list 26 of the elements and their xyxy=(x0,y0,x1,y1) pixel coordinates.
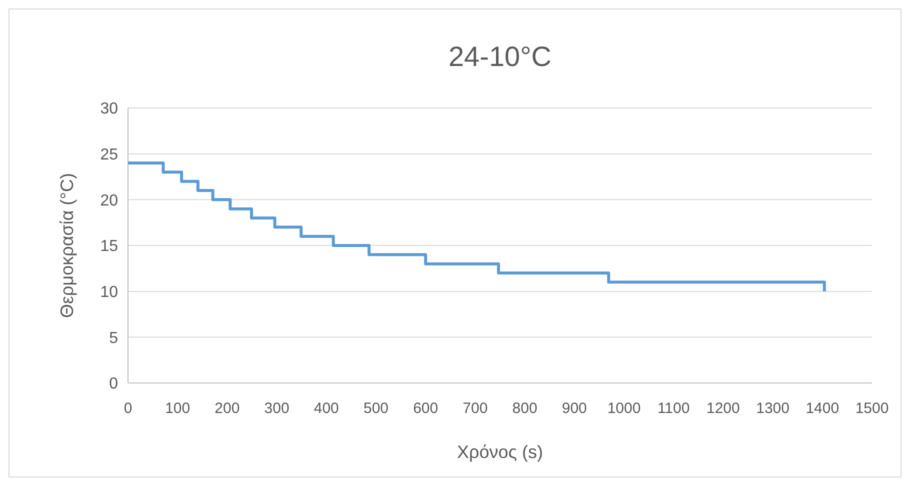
x-tick-label: 700 xyxy=(462,400,488,417)
x-tick-label: 1000 xyxy=(607,400,641,417)
y-tick-label: 15 xyxy=(100,238,118,256)
x-tick-label: 900 xyxy=(562,400,587,417)
x-tick-label: 100 xyxy=(165,400,190,417)
chart-title: 24-10°C xyxy=(448,41,552,72)
y-axis-title: Θερμοκρασία (°C) xyxy=(57,173,77,318)
x-tick-label: 500 xyxy=(363,400,389,417)
x-tick-label: 1200 xyxy=(706,400,740,417)
x-tick-label: 300 xyxy=(264,400,290,417)
x-tick-label: 1500 xyxy=(855,400,889,417)
x-tick-label: 1100 xyxy=(657,400,690,417)
x-tick-label: 600 xyxy=(413,400,438,417)
x-tick-label: 0 xyxy=(124,400,132,417)
x-axis-title: Χρόνος (s) xyxy=(457,442,543,462)
x-tick-label: 1300 xyxy=(756,400,790,417)
y-tick-label: 25 xyxy=(100,146,118,164)
y-tick-label: 0 xyxy=(109,376,118,393)
x-tick-label: 200 xyxy=(214,400,240,417)
x-tick-label: 1400 xyxy=(806,400,840,417)
y-tick-label: 5 xyxy=(109,330,118,347)
x-tick-label: 800 xyxy=(512,400,538,417)
y-tick-label: 30 xyxy=(100,100,118,118)
y-tick-label: 20 xyxy=(100,192,118,210)
y-tick-label: 10 xyxy=(100,284,118,301)
x-tick-label: 400 xyxy=(314,400,339,417)
